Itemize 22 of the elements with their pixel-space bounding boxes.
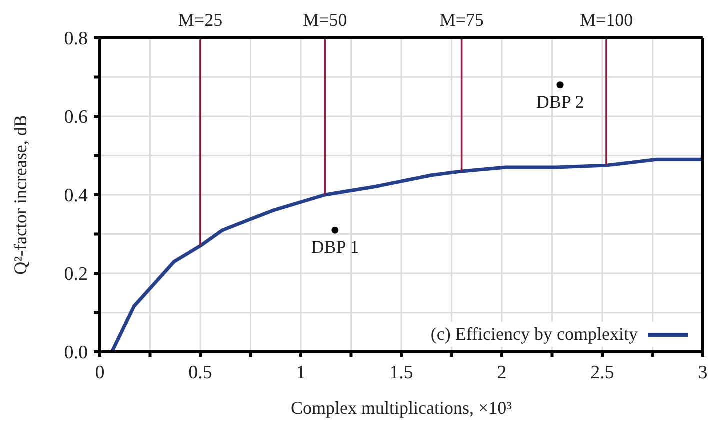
x-tick-label: 2.5 (590, 362, 614, 384)
y-tick-label: 0.8 (64, 28, 88, 50)
y-tick-label: 0.6 (64, 107, 88, 128)
annotation: M=100 (580, 10, 634, 30)
x-tick-label: 2 (497, 362, 507, 384)
x-tick-label: 1.5 (390, 362, 414, 384)
y-tick-label: 0.4 (64, 186, 88, 207)
y-axis-title: Q²-factor increase, dB (10, 115, 30, 275)
x-axis-title: Complex multiplications, ×10³ (290, 398, 513, 418)
annotation: DBP 1 (311, 237, 360, 258)
annotation: DBP 2 (536, 92, 584, 112)
annotation: M=75 (440, 10, 484, 30)
x-tick-label: 0 (95, 362, 105, 384)
line-series (110, 158, 703, 352)
y-tick-label: 0.2 (64, 264, 88, 286)
x-tick-label: 0.5 (188, 362, 212, 384)
x-tick-label: 1 (296, 362, 306, 384)
annotation: M=25 (178, 10, 223, 30)
x-tick-label: 3 (698, 362, 708, 384)
y-tick-label: 0.0 (64, 342, 88, 364)
annotation: M=50 (303, 10, 348, 30)
legend-label: (c) Efficiency by complexity (430, 324, 638, 345)
